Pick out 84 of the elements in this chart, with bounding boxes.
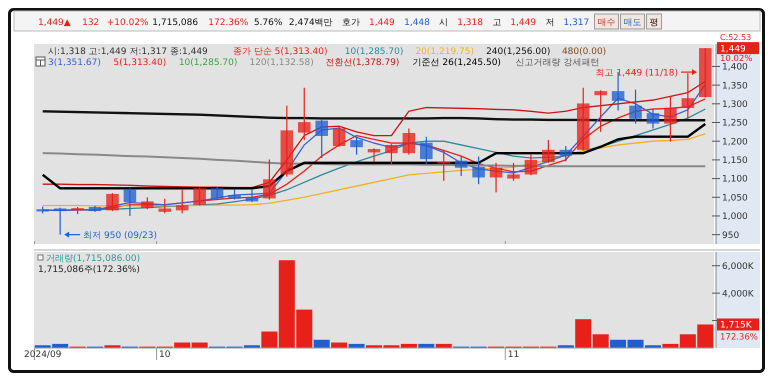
candlestick (332, 124, 346, 148)
y-tick-label: 1,000 (722, 212, 748, 222)
candlestick (490, 162, 502, 194)
x-tick-label: 11 (508, 350, 520, 360)
text: 전환선(1,378.79) (325, 58, 400, 68)
y-tick-label: 4,000K (722, 289, 755, 300)
y-tick-label: 1,150 (722, 156, 748, 166)
annotation: 최고 1,449 (11/18) (596, 68, 678, 78)
legend-label: 10(1,285.70) (178, 58, 238, 68)
candlestick (524, 154, 538, 176)
text: +10.02% (106, 18, 150, 28)
annotation: 거래량(1,715,086.00) (46, 254, 140, 264)
text: C:52.53 (720, 33, 752, 42)
candlestick (507, 162, 520, 182)
candlestick (298, 87, 311, 141)
y-tick-label: 1,250 (722, 118, 748, 129)
candlestick (193, 186, 206, 206)
text: 1,318 (457, 18, 484, 28)
text: 240(1,256.00) (486, 47, 550, 57)
annotation: 시:1,318 고:1,449 저:1,317 종:1,449 (48, 47, 208, 57)
candlestick (402, 128, 416, 156)
candlestick (385, 144, 398, 165)
text: 1,448 (404, 18, 430, 28)
y-tick-label: 1,400 (722, 62, 748, 73)
text: 고 (492, 18, 502, 28)
text: 10.02% (720, 54, 752, 64)
annotation: 최저 950 (09/23) (83, 230, 158, 241)
text: 1,449 (720, 44, 746, 54)
text: 120(1,132.58) (249, 58, 314, 68)
text: 5.76% (254, 18, 283, 28)
text: 매수 (598, 18, 616, 28)
candlestick (350, 136, 363, 156)
candlestick (454, 156, 468, 177)
y-tick-label: 1,300 (722, 100, 748, 110)
text: 1,715K (720, 320, 753, 331)
text: 1,449 (510, 18, 536, 28)
text: 종가 단순 5(1,313.40) (232, 47, 328, 57)
y-tick-label: 1,350 (722, 81, 748, 92)
candlestick (420, 136, 433, 165)
annotation: 신고거래량 강세패턴 (515, 58, 600, 68)
bar (331, 342, 348, 348)
text: 3(1,351.67) (48, 58, 101, 68)
y-tick-label: 6,000K (722, 262, 755, 272)
text: 평 (650, 18, 659, 28)
text: 1,449▲ (38, 18, 71, 28)
text: 20(1,219.75) (415, 47, 474, 57)
text: 호가 (342, 18, 360, 28)
bar (314, 340, 330, 348)
text: 1,715,086 (152, 18, 198, 28)
text: 매도 (624, 18, 642, 28)
candlestick (210, 186, 224, 200)
y-tick-label: 1,050 (722, 193, 748, 204)
candlestick (560, 145, 572, 162)
candlestick (228, 188, 241, 200)
text: 10(1,285.70) (344, 47, 404, 57)
legend-label: 5(1,313.40) (113, 58, 166, 68)
text: 1,449 (369, 18, 396, 28)
text: 132 (82, 18, 100, 28)
x-tick-label: 10 (159, 350, 171, 360)
text: 기준선 26(1,245.50) (412, 58, 501, 68)
candlestick (158, 198, 172, 214)
candlestick (263, 158, 276, 200)
x-tick-label: 2024/09 (24, 350, 62, 360)
text: 1,317 (563, 18, 590, 28)
text: 2,474백만 (288, 18, 333, 28)
candlestick (54, 207, 66, 236)
candlestick (246, 189, 258, 203)
candlestick (646, 108, 660, 130)
legend-label: 480(0.00) (562, 47, 606, 57)
y-tick-label: 1,100 (722, 174, 748, 185)
annotation: 1,715,086주(172.36%) (38, 265, 140, 275)
text: 172.36% (208, 18, 249, 28)
candlestick (368, 148, 380, 162)
candlestick (315, 118, 328, 159)
candlestick (472, 156, 485, 185)
candlestick (629, 89, 642, 124)
y-tick-label: 1,200 (722, 137, 748, 148)
candlestick (124, 188, 136, 217)
candlestick (176, 188, 188, 214)
text: 시 (439, 18, 448, 28)
text: 172.36% (720, 332, 758, 342)
y-tick-label: 950 (722, 230, 740, 241)
candlestick (542, 139, 555, 164)
text: 저 (545, 18, 554, 28)
